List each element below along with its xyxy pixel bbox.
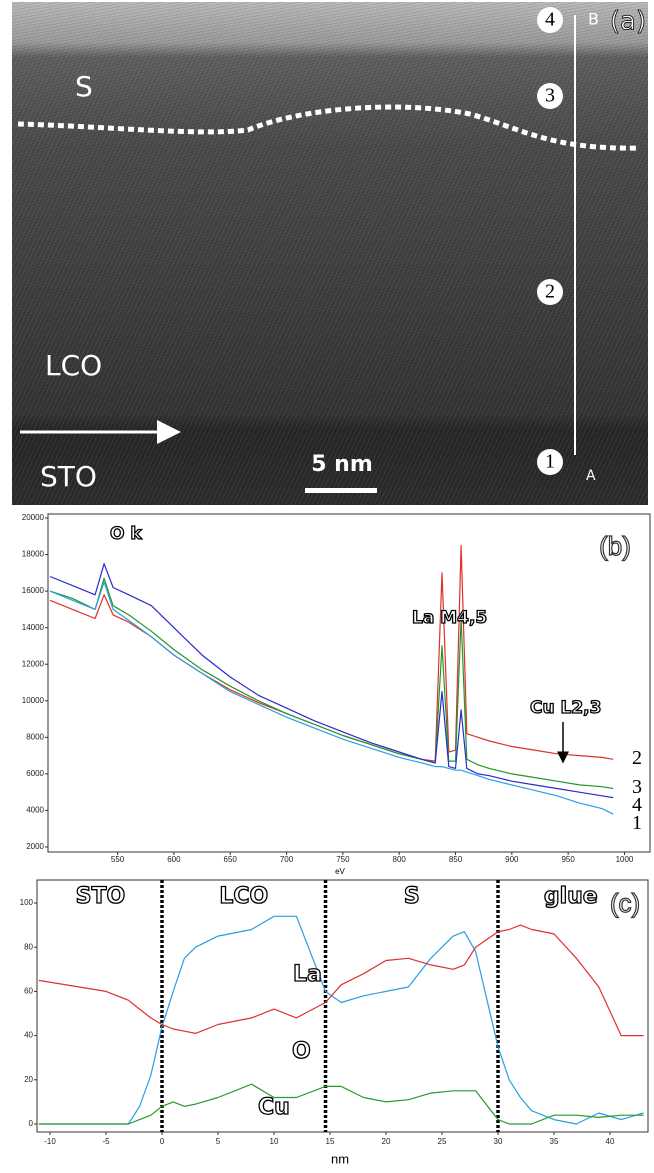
layer-label: STO <box>40 460 97 493</box>
panel-label: (b) <box>599 531 631 561</box>
region-label: STO <box>76 884 126 909</box>
x-tick-label: 800 <box>393 855 407 864</box>
y-tick-label: 16000 <box>22 586 45 595</box>
point-marker <box>537 7 563 33</box>
lattice-texture <box>12 2 648 505</box>
x-tick-label: 0 <box>160 1137 165 1146</box>
series-label: La <box>293 962 322 987</box>
y-tick-label: 20000 <box>22 513 45 522</box>
x-tick-label: 40 <box>606 1137 615 1146</box>
x-tick-label: 35 <box>550 1137 559 1146</box>
x-tick-label: 750 <box>336 855 350 864</box>
x-tick-label: 20 <box>382 1137 391 1146</box>
series-line <box>49 563 614 799</box>
annotation: Cu L2,3 <box>530 698 601 718</box>
series-label: 4 <box>632 794 642 816</box>
series-line <box>49 581 614 815</box>
y-tick-label: 2000 <box>26 842 44 851</box>
y-tick-label: 12000 <box>22 659 45 668</box>
line-end-label: A <box>586 468 596 484</box>
series-line <box>49 577 614 790</box>
series-line <box>38 915 644 1125</box>
point-marker <box>537 449 563 475</box>
series-label: O <box>292 1039 311 1064</box>
plot-frame <box>36 879 649 1133</box>
x-tick-label: 850 <box>449 855 463 864</box>
y-tick-label: 80 <box>24 942 33 951</box>
annotation: O k <box>110 524 142 544</box>
y-tick-label: 40 <box>24 1031 33 1040</box>
x-tick-label: 700 <box>280 855 294 864</box>
x-axis-label: eV <box>335 867 345 876</box>
y-tick-label: 6000 <box>26 769 44 778</box>
y-tick-label: 8000 <box>26 732 44 741</box>
scale-bar-label: 5 nm <box>311 452 373 477</box>
region-label: S <box>404 884 420 909</box>
x-tick-label: 25 <box>438 1137 447 1146</box>
region-label: glue <box>544 884 598 909</box>
x-tick-label: -5 <box>102 1137 110 1146</box>
y-tick-label: 18000 <box>22 550 45 559</box>
plot-frame <box>47 513 651 853</box>
point-markers: 4 3 2 1 <box>537 7 563 475</box>
point-label: 4 <box>545 9 555 31</box>
x-tick-label: 650 <box>224 855 238 864</box>
y-tick-label: 10000 <box>22 696 45 705</box>
point-label: 1 <box>545 451 555 473</box>
panel-label: (a) <box>610 7 646 37</box>
x-tick-label: 5 <box>216 1137 221 1146</box>
layer-label: S <box>75 70 93 103</box>
interface-line <box>17 104 641 151</box>
micrograph-panel: 5 nm (a) S LCO STO B A 4 3 2 1 <box>12 2 648 505</box>
x-tick-label: 550 <box>111 855 125 864</box>
series-label: 2 <box>632 747 642 769</box>
point-label: 2 <box>545 281 555 303</box>
series-line <box>38 1083 644 1125</box>
y-tick-label: 14000 <box>22 623 45 632</box>
series-line <box>38 924 644 1037</box>
region-label: LCO <box>219 884 268 909</box>
point-marker <box>537 83 563 109</box>
x-tick-label: 1000 <box>616 855 634 864</box>
layer-label: LCO <box>45 349 102 382</box>
series-label: 3 <box>632 776 642 798</box>
y-tick-label: 0 <box>29 1119 34 1128</box>
x-tick-label: 15 <box>326 1137 335 1146</box>
y-tick-label: 60 <box>24 987 33 996</box>
chart: 0 20 40 60 80 100 -10 -5 0 5 10 15 20 25 30 35 40 nm (c) ST… <box>20 879 649 1166</box>
x-tick-label: -10 <box>44 1137 56 1146</box>
x-tick-label: 600 <box>167 855 181 864</box>
point-label: 3 <box>545 85 555 107</box>
x-tick-label: 10 <box>270 1137 279 1146</box>
x-tick-label: 900 <box>505 855 519 864</box>
x-tick-label: 30 <box>494 1137 503 1146</box>
x-axis-label: nm <box>331 1151 349 1166</box>
line-end-label: B <box>588 10 599 29</box>
point-marker <box>537 279 563 305</box>
annotation: La M4,5 <box>412 608 487 628</box>
series-label: Cu <box>258 1095 290 1120</box>
y-tick-label: 4000 <box>26 806 44 815</box>
y-tick-label: 20 <box>24 1075 33 1084</box>
x-tick-label: 950 <box>561 855 575 864</box>
y-tick-label: 100 <box>20 898 34 907</box>
series-label: 1 <box>632 812 642 834</box>
scale-bar <box>305 488 377 493</box>
chart: 2000400060008000100001200014000160001800… <box>22 513 651 876</box>
panel-label: (c) <box>610 888 640 918</box>
